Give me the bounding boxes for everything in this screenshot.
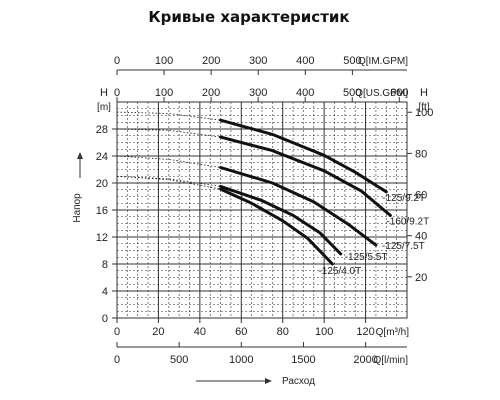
curve-label-1: -125/9.2T	[382, 193, 425, 204]
right-axis-unit-top: H	[420, 87, 428, 99]
bottom-axis-unit: Q[m³/h]	[376, 327, 410, 338]
im-gpm-axis-tick-label: 100	[155, 55, 173, 67]
left-axis-tick-label: 0	[102, 313, 108, 325]
liter-per-minute-axis-tick-label: 2000	[353, 354, 377, 366]
us-gpm-axis-tick-label: 200	[202, 87, 220, 99]
x-axis-label: Расход	[282, 376, 315, 387]
curve-dotted-4	[116, 175, 221, 187]
im-gpm-axis-tick-label: 0	[114, 55, 120, 67]
curve-solid-2	[219, 135, 392, 217]
bottom-axis-tick-label: 60	[235, 326, 247, 338]
curve-label-2: -160/9.2T	[386, 216, 429, 227]
us-gpm-axis-unit: Q[US.GPM]	[355, 88, 408, 99]
us-gpm-axis-tick-label: 0	[114, 87, 120, 99]
bottom-axis-tick-label: 40	[194, 326, 206, 338]
us-gpm-axis-tick-label: 400	[296, 87, 314, 99]
liter-per-minute-axis-tick-label: 1000	[229, 354, 253, 366]
curve-solid-5	[219, 187, 334, 266]
bottom-axis-tick-label: 80	[277, 326, 289, 338]
left-axis-tick-label: 8	[102, 259, 108, 271]
curve-solid-4	[219, 184, 343, 256]
liter-per-minute-axis-tick-label: 500	[170, 354, 188, 366]
im-gpm-axis-tick-label: 300	[249, 55, 267, 67]
left-axis-tick-label: 28	[96, 124, 108, 136]
left-axis-tick-label: 20	[96, 178, 108, 190]
left-axis-tick-label: 12	[96, 232, 108, 244]
x-axis-arrow-head	[265, 378, 272, 384]
left-axis-tick-label: 24	[96, 151, 108, 163]
right-axis-tick-label: 20	[415, 272, 427, 284]
us-gpm-axis-tick-label: 500	[343, 87, 361, 99]
curve-label-5: -125/4.0T	[318, 266, 361, 277]
chart-title: Кривые характеристик	[148, 8, 349, 26]
chart-axes: 0 4 8 12 16 20 24 28 H [m] 20 40 60 80 100 H [ft] 0 20 40 60…	[77, 55, 433, 384]
curve-label-4: -125/5.5T	[345, 252, 388, 263]
left-axis-tick-label: 16	[96, 205, 108, 217]
left-axis-unit-top: H	[100, 87, 108, 99]
us-gpm-axis-tick-label: 100	[155, 87, 173, 99]
liter-per-minute-axis-tick-label: 1500	[291, 354, 315, 366]
bottom-axis-tick-label: 100	[315, 326, 333, 338]
left-axis-tick-label: 4	[102, 286, 108, 298]
bottom-axis-tick-label: 20	[152, 326, 164, 338]
left-axis-unit: [m]	[97, 102, 111, 113]
right-axis-tick-label: 100	[415, 107, 433, 119]
right-axis-tick-label: 40	[415, 231, 427, 243]
bottom-axis-tick-label: 120	[356, 326, 374, 338]
right-axis-tick-label: 60	[415, 190, 427, 202]
curve-dotted-3	[116, 155, 221, 168]
right-axis-tick-label: 80	[415, 148, 427, 160]
liter-per-minute-axis-tick-label: 0	[114, 354, 120, 366]
curve-solid-3	[219, 166, 378, 247]
plot-grid	[116, 101, 408, 319]
liter-per-minute-axis-unit: Q[l/min]	[374, 355, 409, 366]
right-axis-unit: [ft]	[418, 102, 429, 113]
y-axis-label: Напор	[72, 193, 83, 223]
im-gpm-axis-unit: Q[IM.GPM]	[358, 56, 408, 67]
im-gpm-axis-tick-label: 400	[296, 55, 314, 67]
us-gpm-axis-tick-label: 600	[390, 87, 408, 99]
curve-series: -125/9.2T -160/9.2T -125/7.5T-125/5.5T -125…	[116, 111, 429, 277]
im-gpm-axis-tick-label: 500	[343, 55, 361, 67]
y-axis-arrow-head	[77, 152, 83, 159]
curve-label-3: -125/7.5T	[382, 241, 425, 252]
us-gpm-axis-tick-label: 300	[249, 87, 267, 99]
bottom-axis-tick-label: 0	[114, 326, 120, 338]
curve-solid-1	[219, 118, 388, 194]
im-gpm-axis-tick-label: 200	[202, 55, 220, 67]
